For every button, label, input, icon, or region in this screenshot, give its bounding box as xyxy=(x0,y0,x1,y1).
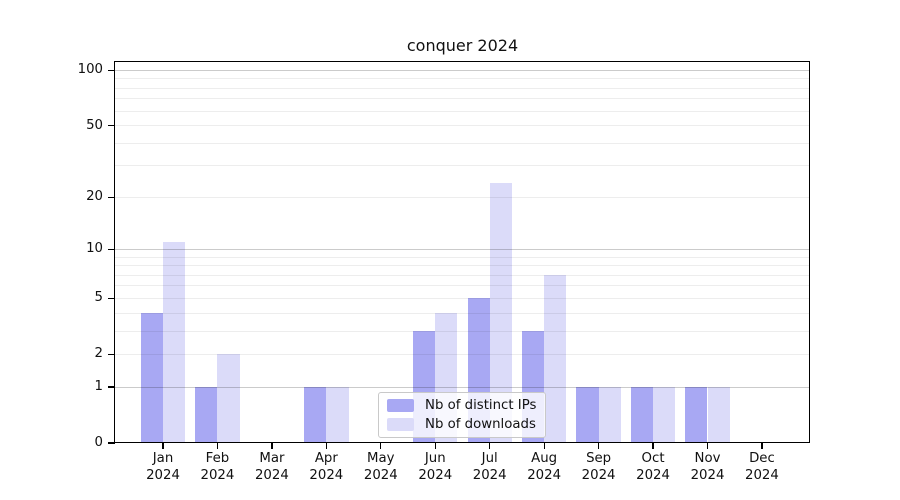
gridline-minor xyxy=(115,110,810,112)
gridline-minor xyxy=(115,98,810,100)
gridline-minor xyxy=(115,87,810,89)
bar-downloads-oct xyxy=(653,387,676,443)
y-tick-label: 10 xyxy=(86,241,103,257)
x-tick-label: Apr 2024 xyxy=(309,451,344,483)
gridline-minor xyxy=(115,78,810,80)
gridline-minor xyxy=(115,312,810,314)
bar-downloads-nov xyxy=(707,387,730,443)
x-tick-label: Feb 2024 xyxy=(200,451,235,483)
bar-distinct-ips-oct xyxy=(630,387,654,443)
legend-item-distinct-ips: Nb of distinct IPs xyxy=(387,398,545,414)
x-tick-mark xyxy=(597,443,600,449)
x-tick-mark xyxy=(652,443,654,449)
legend: Nb of distinct IPs Nb of downloads xyxy=(378,392,546,438)
bar-downloads-aug xyxy=(544,275,567,443)
bar-distinct-ips-nov xyxy=(685,387,708,443)
x-tick-label: May 2024 xyxy=(363,451,398,483)
y-tick-label: 50 xyxy=(86,117,103,133)
bar-downloads-sep xyxy=(598,387,621,443)
x-tick-mark xyxy=(216,443,219,449)
bar-downloads-feb xyxy=(217,354,240,443)
bar-distinct-ips-jan xyxy=(140,313,163,443)
gridline-major xyxy=(115,69,810,71)
y-tick-label: 20 xyxy=(86,189,103,205)
gridline-minor xyxy=(115,297,810,299)
legend-swatch-downloads-icon xyxy=(387,418,414,431)
gridline-minor xyxy=(115,125,810,127)
y-tick-label: 5 xyxy=(94,290,103,306)
chart-title: conquer 2024 xyxy=(406,36,519,55)
bar-distinct-ips-feb xyxy=(195,387,218,443)
legend-item-downloads: Nb of downloads xyxy=(387,417,545,433)
x-tick-label: Oct 2024 xyxy=(636,451,670,483)
x-tick-label: Jun 2024 xyxy=(418,451,453,483)
gridline-minor xyxy=(115,353,810,355)
legend-label-downloads: Nb of downloads xyxy=(425,416,536,432)
gridline-major xyxy=(115,248,810,250)
y-tick-label: 100 xyxy=(77,62,103,78)
x-tick-mark xyxy=(380,443,382,449)
x-tick-mark xyxy=(706,443,709,449)
x-tick-label: Nov 2024 xyxy=(690,451,725,483)
x-tick-label: Jul 2024 xyxy=(472,451,507,483)
y-tick-mark xyxy=(108,353,115,355)
x-tick-label: Sep 2024 xyxy=(581,451,616,483)
gridline-minor xyxy=(115,142,810,144)
x-tick-label: Dec 2024 xyxy=(745,451,779,483)
y-tick-mark xyxy=(108,297,115,299)
y-tick-mark xyxy=(108,69,115,72)
gridline-minor xyxy=(115,330,810,332)
gridline-minor xyxy=(115,196,810,198)
gridline-minor xyxy=(115,165,810,167)
x-tick-label: Jan 2024 xyxy=(146,451,180,483)
y-tick-label: 2 xyxy=(94,346,103,362)
gridline-minor xyxy=(115,265,810,267)
x-tick-mark xyxy=(489,443,491,449)
x-tick-mark xyxy=(325,443,327,449)
legend-swatch-distinct-ips-icon xyxy=(387,399,414,412)
y-tick-mark xyxy=(108,386,115,388)
x-tick-mark xyxy=(761,443,763,449)
bar-downloads-jan xyxy=(163,242,186,443)
gridline-minor xyxy=(115,274,810,276)
gridline-minor xyxy=(115,256,810,258)
bar-distinct-ips-apr xyxy=(304,387,327,443)
y-tick-mark xyxy=(108,442,115,444)
y-tick-mark xyxy=(108,196,115,198)
bar-downloads-jul xyxy=(489,183,512,443)
plot-area xyxy=(115,62,810,443)
x-tick-label: Aug 2024 xyxy=(527,451,562,483)
x-tick-mark xyxy=(271,443,273,449)
x-tick-mark xyxy=(543,443,545,449)
y-tick-label: 0 xyxy=(94,435,103,450)
y-tick-mark xyxy=(108,124,115,127)
gridline-minor xyxy=(115,285,810,287)
x-tick-label: Mar 2024 xyxy=(254,451,289,483)
legend-label-distinct-ips: Nb of distinct IPs xyxy=(425,397,537,413)
bar-distinct-ips-sep xyxy=(576,387,599,443)
x-tick-mark xyxy=(434,443,436,449)
gridline-major xyxy=(115,386,810,388)
y-tick-label: 1 xyxy=(94,379,103,395)
y-tick-mark xyxy=(108,248,115,251)
x-tick-mark xyxy=(162,443,164,449)
bar-downloads-apr xyxy=(326,387,349,443)
